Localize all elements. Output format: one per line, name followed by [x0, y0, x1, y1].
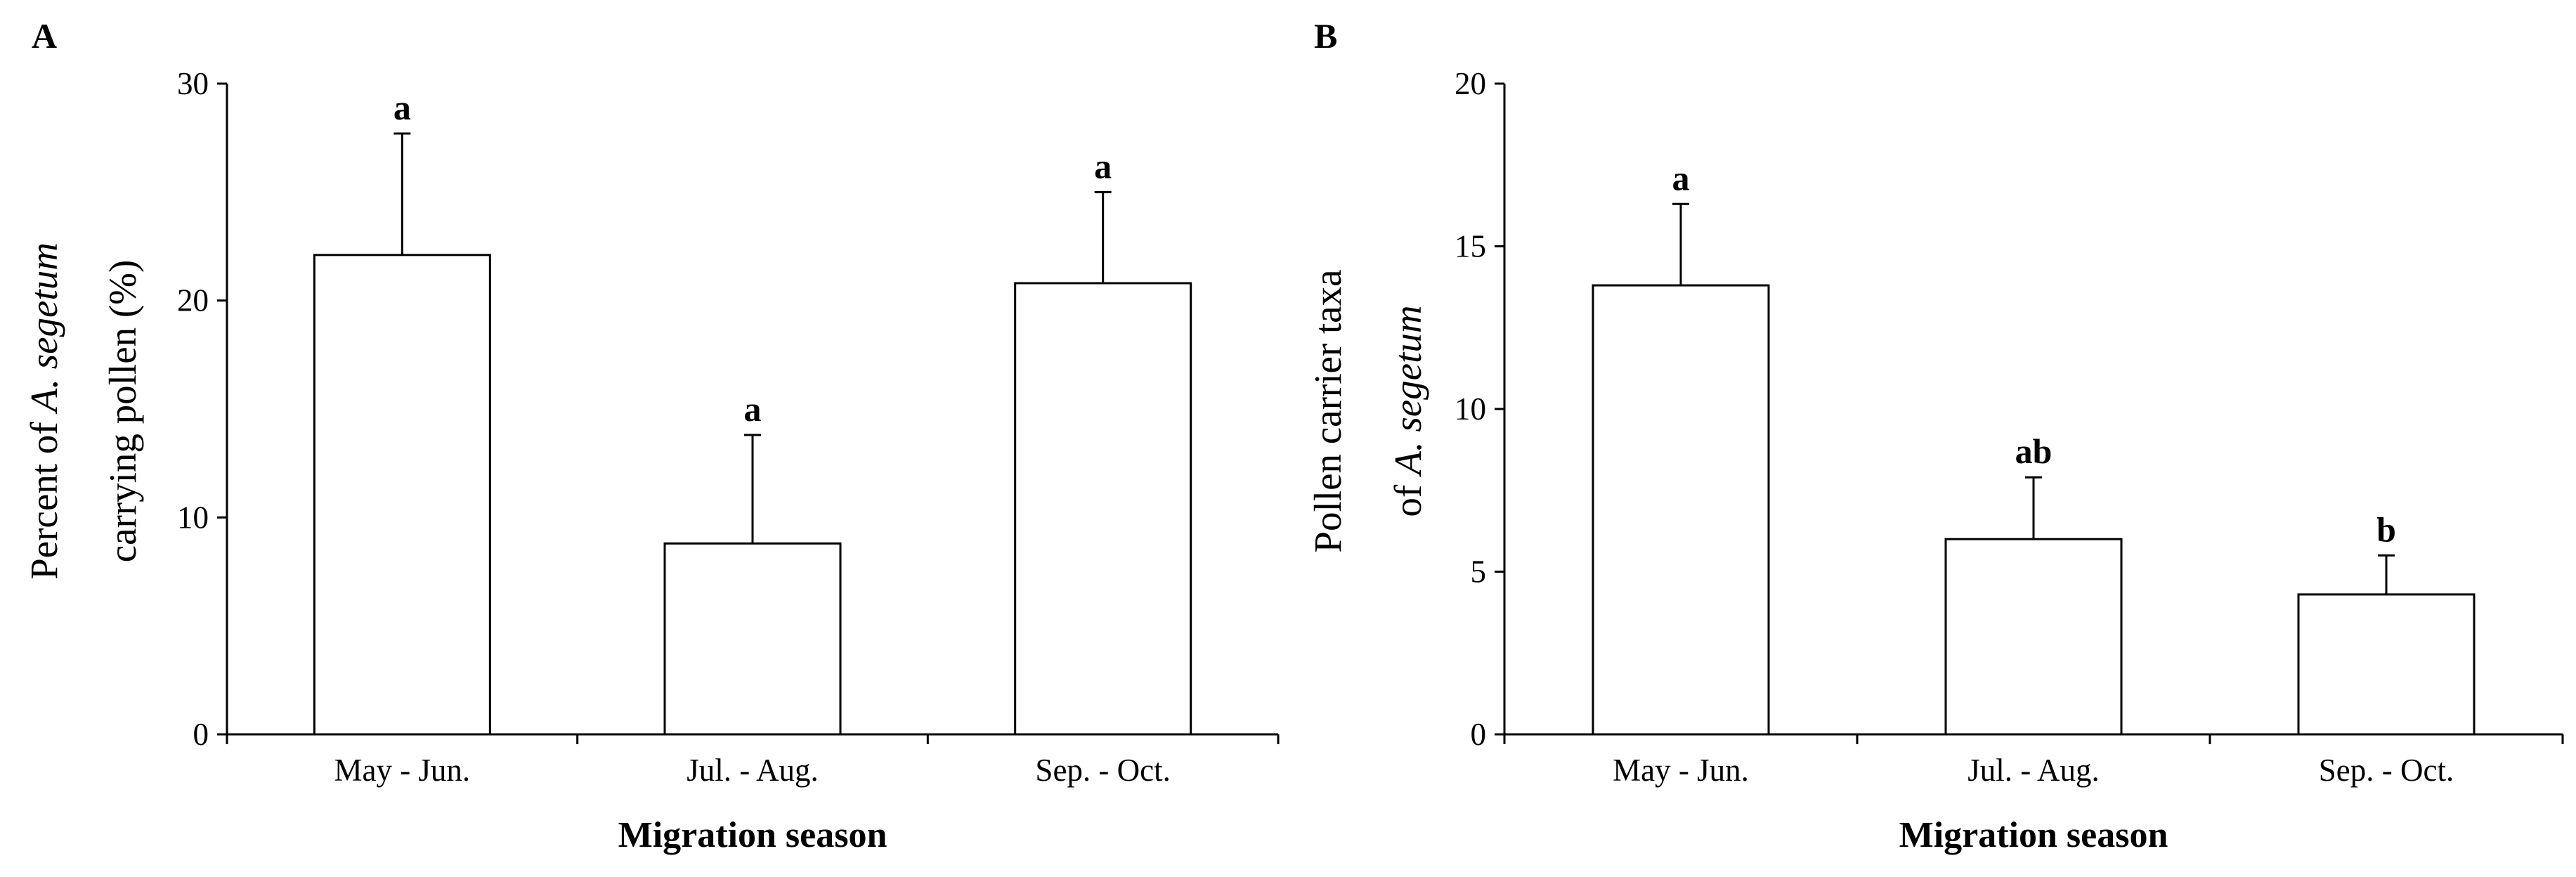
y-tick-label: 30 [177, 66, 209, 101]
y-axis-title: carrying pollen (%) [101, 260, 144, 563]
significance-label: b [2376, 509, 2396, 549]
x-tick-label: Jul. - Aug. [687, 753, 819, 788]
y-axis-title-part: of [1386, 484, 1429, 517]
x-tick-label: May - Jun. [334, 753, 470, 788]
y-axis-title-part: A. segetum [22, 242, 65, 415]
y-tick-label: 20 [1455, 66, 1486, 101]
bar [1944, 538, 2123, 736]
y-axis-title-part: Pollen carrier taxa [1306, 269, 1349, 552]
x-tick-label: May - Jun. [1613, 753, 1749, 788]
bar [663, 542, 842, 736]
bar [1592, 284, 1770, 736]
x-tick-label: Sep. - Oct. [2319, 753, 2454, 788]
significance-label: a [393, 88, 411, 127]
y-tick-label: 10 [177, 500, 209, 535]
bar [313, 254, 491, 736]
y-tick-label: 15 [1455, 229, 1486, 264]
x-tick-label: Sep. - Oct. [1035, 753, 1170, 788]
y-tick-label: 10 [1455, 391, 1486, 427]
y-tick-label: 0 [193, 717, 209, 752]
bar [2297, 593, 2476, 736]
y-tick-label: 0 [1471, 717, 1487, 752]
y-tick-label: 20 [177, 283, 209, 318]
y-axis-title: Pollen carrier taxa [1306, 269, 1349, 552]
x-axis-title: Migration season [618, 815, 887, 855]
x-tick-label: Jul. - Aug. [1967, 753, 2100, 788]
y-axis-title: Percent of A. segetum [22, 242, 65, 580]
significance-label: a [744, 389, 762, 429]
panel-label: B [1314, 16, 1337, 56]
y-axis-title: of A. segetum [1386, 305, 1429, 517]
bar [1014, 282, 1192, 736]
y-axis-title-part: Percent of [22, 422, 65, 580]
panel-label: A [32, 16, 57, 56]
y-tick-label: 5 [1471, 554, 1487, 590]
significance-label: ab [2015, 431, 2053, 471]
x-axis-title: Migration season [1899, 815, 2168, 855]
significance-label: a [1094, 146, 1112, 186]
y-axis-title-part: carrying pollen (%) [101, 260, 144, 563]
significance-label: a [1672, 158, 1690, 197]
y-axis-title-part: A. segetum [1386, 305, 1429, 477]
